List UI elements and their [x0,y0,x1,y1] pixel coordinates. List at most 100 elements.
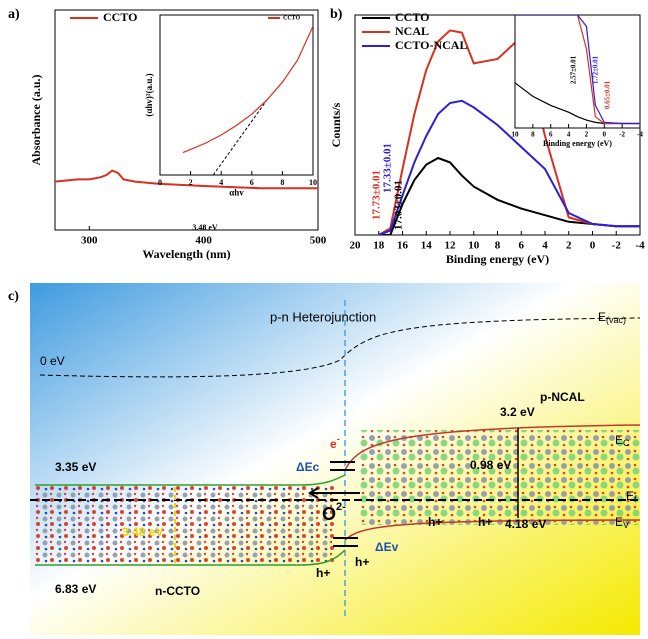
label: V [623,520,629,530]
y-axis-title: Absorbance (a.u.) [29,74,43,165]
legend-label: CCTO [103,10,137,24]
annotation: 17.33±0.01 [382,143,394,193]
label: E(vac) [598,310,626,325]
label: ΔEv [375,540,399,554]
label: 3.48 eV [122,525,163,539]
x-tick-label: 6 [250,178,254,187]
plot-frame [514,14,641,129]
annotation: 2.57±0.01 [570,55,578,84]
series-line [378,29,640,235]
label: Ef [626,489,637,504]
label: e [330,437,337,451]
series-line [515,15,640,125]
label: 0 eV [40,354,65,368]
x-tick-label: 10 [512,131,520,139]
hole: h+ [428,515,442,529]
legend-label: NCAL [395,24,429,38]
series-line [378,99,640,235]
label: E [615,515,623,529]
plot-frame [159,14,314,176]
y-axis-title: (αhv)²(a.u.) [144,73,154,116]
legend-label: CCTO [395,10,429,24]
x-axis-title: Wavelength (nm) [142,247,230,261]
series-line [378,156,640,235]
annotation: 17.03±0.01 [393,180,405,230]
x-tick-label: 8 [495,240,501,252]
x-tick-label: 6 [549,131,553,139]
label: f [634,494,637,504]
x-tick-label: 12 [445,240,457,252]
label: ΔEc [296,460,320,474]
hole: h+ [355,555,369,569]
label: - [337,434,340,444]
label: E [615,433,623,447]
x-tick-label: -4 [637,131,643,139]
x-tick-label: 400 [195,235,212,247]
series-line [55,169,318,190]
panel-label: a) [8,7,20,22]
tangent-line [212,99,268,176]
x-tick-label: 2 [189,178,193,187]
x-tick-label: 8 [280,178,284,187]
x-tick-label: 500 [310,235,327,247]
label: 6.83 eV [55,582,96,596]
x-tick-label: 20 [350,240,362,252]
annotation: 1.72±0.01 [592,55,600,84]
hole: h+ [316,566,330,580]
x-tick-label: 10 [309,178,317,187]
x-tick-label: 0 [158,178,162,187]
annotation: 17.73±0.01 [371,170,383,220]
x-tick-label: 2 [566,240,572,252]
label: (vac) [606,315,626,325]
x-axis-title: Binding energy (eV) [543,139,612,148]
label: E [598,310,606,324]
label: EV [615,515,629,530]
label: 4.18 eV [505,517,546,531]
label: 3.35 eV [55,460,96,474]
x-tick-label: 14 [421,240,433,252]
panel-label: b) [330,7,343,22]
title: p-n Heterojunction [270,309,376,324]
x-tick-label: 0 [590,240,596,252]
x-tick-label: 18 [373,240,385,252]
label: E [626,489,634,503]
x-tick-label: 0 [603,131,607,139]
x-tick-label: 300 [81,235,98,247]
label: EC [615,433,630,448]
x-tick-label: 4 [219,178,223,187]
x-tick-label: 4 [542,240,548,252]
label: C [623,438,630,448]
x-tick-label: 8 [531,131,535,139]
label: O [322,504,336,524]
x-tick-label: -4 [635,240,645,252]
hole: h+ [478,515,492,529]
series-line [182,25,313,154]
legend-label: CCTO [283,15,301,21]
x-axis-title: Binding energy (eV) [446,252,549,266]
label: e- [330,434,340,451]
x-tick-label: 16 [397,240,409,252]
x-tick-label: 4 [567,131,571,139]
ncal-crystal [360,430,640,525]
panel-label: c) [8,289,19,304]
x-tick-label: 10 [468,240,480,252]
annotation: 3.48 eV [192,223,218,232]
label: 2- [336,501,346,513]
ccto-vb [35,549,346,566]
label: O2- [322,501,346,524]
label: 0.98 eV [470,458,511,472]
ncal-cb [344,424,641,471]
label: p-NCAL [540,390,585,404]
annotation: 0.65±0.01 [604,80,612,109]
x-tick-label: -2 [619,131,625,139]
panel-c: c) p-n Heterojunction E(vac) 0 eV p-NCAL… [8,283,641,635]
legend-label: CCTO-NCAL [395,38,467,52]
x-axis-title: αhv [229,187,244,197]
ccto-cb [35,474,346,486]
ion-arrow [308,487,360,499]
ncal-vb [344,519,641,541]
label: n-CCTO [155,584,200,598]
label: 3.2 eV [500,405,535,419]
